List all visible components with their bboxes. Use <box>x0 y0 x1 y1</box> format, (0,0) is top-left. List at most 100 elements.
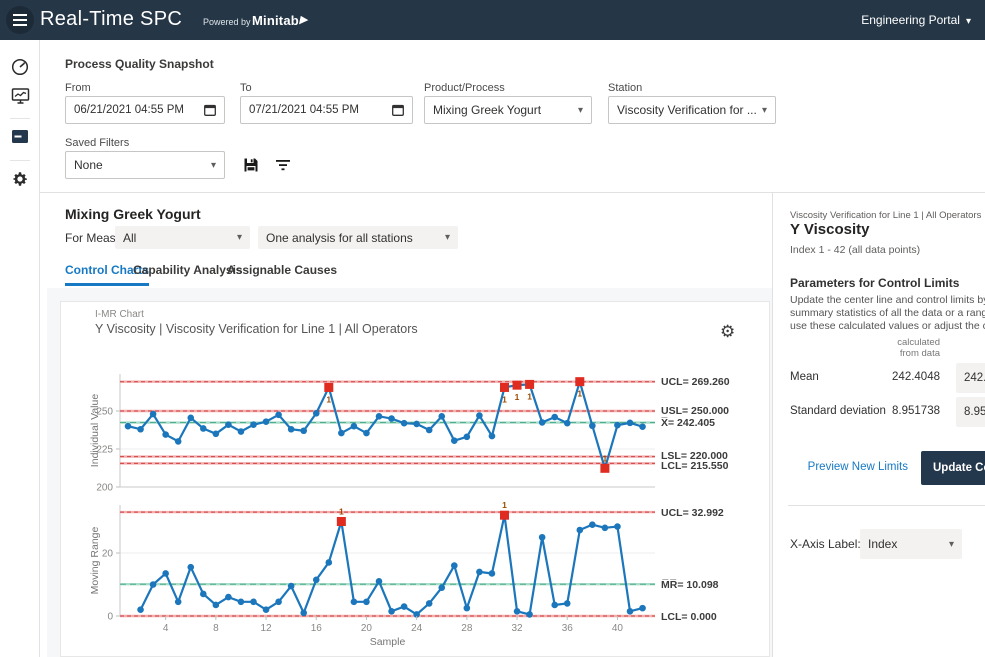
params-description-line: Update the center line and control limit… <box>790 294 985 306</box>
tab-control-charts[interactable]: Control Charts <box>65 263 149 286</box>
monitor-chart-icon <box>11 88 29 104</box>
sidebar-item-dashboard[interactable] <box>8 55 32 79</box>
saved-filters-select[interactable]: None ▾ <box>65 151 225 179</box>
product-process-select[interactable]: Mixing Greek Yogurt ▾ <box>424 96 592 124</box>
svg-text:250: 250 <box>96 407 113 418</box>
filter-list-icon <box>276 160 290 171</box>
calculated-column-header: from data <box>899 348 940 359</box>
svg-text:1: 1 <box>577 389 582 399</box>
svg-text:LCL= 215.550: LCL= 215.550 <box>661 460 729 472</box>
hamburger-menu-icon[interactable] <box>6 6 34 34</box>
tab-assignable-causes[interactable]: Assignable Causes <box>227 263 338 277</box>
params-description-line: summary statistics of all the data or a … <box>790 307 985 319</box>
svg-text:225: 225 <box>96 445 113 456</box>
preview-new-limits-link[interactable]: Preview New Limits <box>807 461 908 473</box>
svg-text:LCL= 0.000: LCL= 0.000 <box>661 611 717 623</box>
sidebar-item-settings[interactable] <box>8 167 32 191</box>
sidebar-item-charts[interactable] <box>8 84 32 108</box>
panel-section-divider <box>788 505 985 506</box>
sidebar-item-archive[interactable] <box>8 125 32 149</box>
svg-text:1: 1 <box>527 391 532 401</box>
params-description-line: use these calculated values or adjust th… <box>790 320 985 332</box>
mean-row-label: Mean <box>790 371 819 383</box>
product-process-value: Mixing Greek Yogurt <box>433 103 542 117</box>
chart-settings-gear-icon[interactable]: ⚙ <box>720 322 736 341</box>
svg-text:36: 36 <box>562 623 574 634</box>
svg-text:USL= 250.000: USL= 250.000 <box>661 405 729 417</box>
chevron-down-icon: ▾ <box>577 104 583 116</box>
sidebar-divider <box>10 160 30 161</box>
svg-text:Individual Value: Individual Value <box>89 394 101 468</box>
to-date-input[interactable]: 07/21/2021 04:55 PM <box>240 96 413 124</box>
svg-text:M̅R̅= 10.098: M̅R̅= 10.098 <box>661 579 719 591</box>
chevron-down-icon: ▾ <box>444 232 450 243</box>
chevron-down-icon: ▾ <box>948 538 954 550</box>
station-label: Station <box>608 82 643 94</box>
from-date-input[interactable]: 06/21/2021 04:55 PM <box>65 96 225 124</box>
product-process-label: Product/Process <box>424 82 505 94</box>
panel-subtitle: Viscosity Verification for Line 1 | All … <box>790 210 982 221</box>
x-axis-label: X-Axis Label: <box>790 537 861 551</box>
from-date-value: 06/21/2021 04:55 PM <box>74 104 184 116</box>
svg-text:28: 28 <box>461 623 473 634</box>
filter-button[interactable] <box>271 153 295 177</box>
svg-text:1: 1 <box>515 392 520 402</box>
stddev-input-value: 8.951738 <box>964 406 985 418</box>
chevron-down-icon: ▾ <box>965 16 971 27</box>
chart-title: Y Viscosity | Viscosity Verification for… <box>95 322 418 336</box>
svg-text:1: 1 <box>502 394 507 404</box>
update-control-limits-button[interactable]: Update Control Limits <box>921 451 985 485</box>
svg-text:24: 24 <box>411 623 423 634</box>
panel-divider <box>772 192 773 657</box>
svg-text:X̅= 242.405: X̅= 242.405 <box>660 417 715 429</box>
svg-text:1: 1 <box>502 500 507 510</box>
save-filter-button[interactable] <box>239 153 263 177</box>
portal-dropdown[interactable]: Engineering Portal ▾ <box>861 13 971 27</box>
svg-text:200: 200 <box>96 483 113 494</box>
svg-text:8: 8 <box>213 623 219 634</box>
chevron-down-icon: ▾ <box>761 104 767 116</box>
panel-title: Y Viscosity <box>790 221 870 238</box>
svg-text:20: 20 <box>361 623 373 634</box>
chevron-down-icon: ▾ <box>210 159 216 171</box>
saved-filters-label: Saved Filters <box>65 137 130 149</box>
analysis-mode-select[interactable]: One analysis for all stations ▾ <box>258 226 458 249</box>
x-axis-select[interactable]: Index ▾ <box>860 529 962 559</box>
params-section-title: Parameters for Control Limits <box>790 276 960 290</box>
app-title: Real-Time SPC <box>40 8 183 30</box>
svg-text:UCL= 32.992: UCL= 32.992 <box>661 507 724 519</box>
svg-text:1: 1 <box>603 453 608 463</box>
svg-text:20: 20 <box>102 549 114 560</box>
tab-capability-analysis[interactable]: Capability Analysis <box>133 263 243 277</box>
chart-card <box>60 301 770 657</box>
stddev-input[interactable]: 8.951738 <box>956 397 985 427</box>
measure-select[interactable]: All ▾ <box>115 226 250 249</box>
station-value: Viscosity Verification for ... <box>617 103 757 117</box>
from-label: From <box>65 82 91 94</box>
svg-text:LSL= 220.000: LSL= 220.000 <box>661 450 728 462</box>
save-floppy-icon <box>244 158 258 172</box>
chevron-down-icon: ▾ <box>236 232 242 243</box>
hamburger-lines <box>13 14 27 26</box>
svg-text:1: 1 <box>339 507 344 517</box>
powered-by-label: Powered by <box>203 17 251 27</box>
mean-input-value: 242.4048 <box>964 372 985 384</box>
saved-filters-value: None <box>74 158 103 172</box>
calendar-icon <box>392 104 404 116</box>
svg-text:4: 4 <box>163 623 169 634</box>
section-divider <box>40 192 985 193</box>
mean-input[interactable]: 242.4048 <box>956 363 985 393</box>
svg-text:32: 32 <box>511 623 523 634</box>
left-sidebar <box>0 40 40 657</box>
svg-text:1: 1 <box>326 394 331 404</box>
svg-text:16: 16 <box>311 623 323 634</box>
mean-calculated-value: 242.4048 <box>892 371 940 383</box>
analysis-mode-value: One analysis for all stations <box>266 230 413 245</box>
calculated-column-header: calculated <box>897 337 940 348</box>
station-select[interactable]: Viscosity Verification for ... ▾ <box>608 96 776 124</box>
x-axis-value: Index <box>868 537 898 551</box>
page-title: Process Quality Snapshot <box>65 57 214 71</box>
calendar-icon <box>204 104 216 116</box>
dashboard-gauge-icon <box>11 58 29 76</box>
